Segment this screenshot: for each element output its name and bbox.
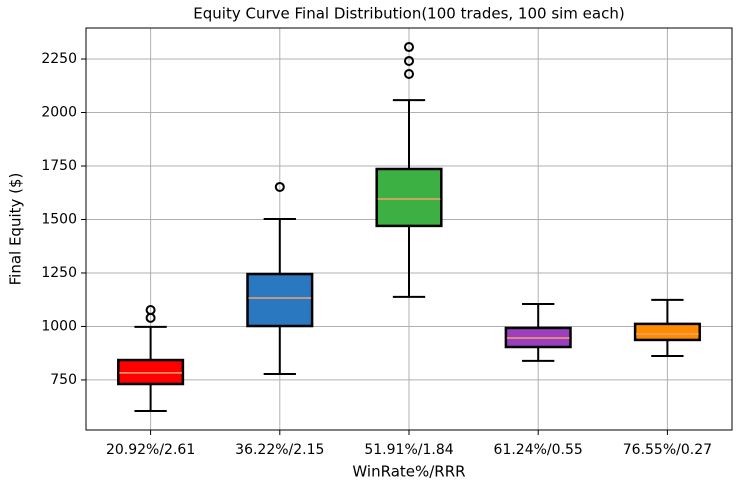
box <box>375 167 443 228</box>
outlier <box>274 181 285 192</box>
x-tick-label: 36.22%/2.15 <box>235 442 324 458</box>
x-tick-label: 76.55%/0.27 <box>623 442 712 458</box>
x-tick-label: 20.92%/2.61 <box>106 442 195 458</box>
box <box>246 272 314 328</box>
y-tick-label: 750 <box>50 372 77 388</box>
box <box>633 322 701 342</box>
y-tick-label: 1500 <box>41 211 77 227</box>
outlier <box>404 42 414 53</box>
y-tick-label: 1250 <box>41 265 77 281</box>
y-tick-label: 2250 <box>41 51 77 67</box>
outlier <box>404 68 414 79</box>
chart-title: Equity Curve Final Distribution(100 trad… <box>193 5 624 23</box>
y-axis-label: Final Equity ($) <box>7 173 25 286</box>
box <box>117 358 185 386</box>
y-tick-label: 1000 <box>41 318 77 334</box>
y-tick-label: 1750 <box>41 158 77 174</box>
x-tick-label: 61.24%/0.55 <box>494 442 583 458</box>
plot-frame <box>85 27 733 431</box>
outlier <box>404 55 414 66</box>
outlier <box>145 304 156 315</box>
y-tick-label: 2000 <box>41 105 77 121</box>
x-axis-label: WinRate%/RRR <box>352 463 465 481</box>
x-tick-label: 51.91%/1.84 <box>364 442 453 458</box>
